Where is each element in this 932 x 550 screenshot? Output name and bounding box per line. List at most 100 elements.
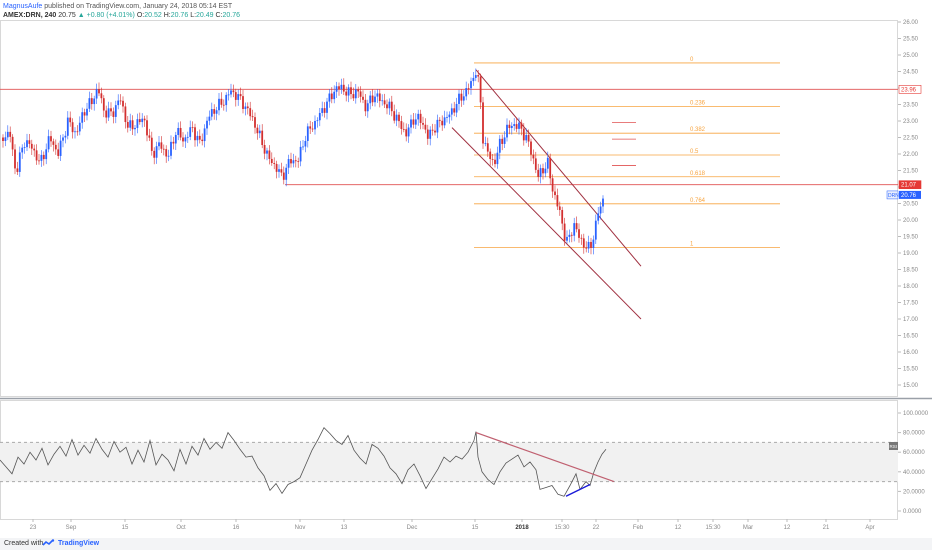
candle-body (518, 122, 520, 129)
x-tick-label: 12 (675, 525, 682, 531)
candle-body (4, 137, 7, 142)
candle-body (465, 88, 468, 97)
candle-body (227, 94, 230, 96)
candle-body (71, 122, 74, 133)
price-tick-label: 19.00 (903, 251, 919, 257)
candle-body (297, 161, 300, 163)
candle-body (597, 213, 600, 221)
candle-body (237, 94, 240, 100)
ohlc-close: 20.76 (222, 12, 241, 19)
candle-body (508, 124, 511, 129)
candle-body (431, 129, 434, 131)
candle-body (268, 150, 271, 159)
candle-body (527, 134, 530, 142)
candle-body (153, 150, 156, 158)
x-tick-label: 15:30 (554, 525, 570, 531)
x-tick-label: Dec (407, 525, 418, 531)
candle-body (160, 142, 163, 149)
candle-body (16, 168, 19, 172)
candle-body (496, 152, 499, 165)
candle-body (549, 157, 552, 179)
candle-body (474, 75, 477, 78)
rsi-tick-label: 0.0000 (903, 509, 922, 515)
candle-body (402, 128, 405, 130)
candle-body (179, 127, 182, 138)
candle-body (203, 128, 206, 142)
candle-body (448, 114, 451, 118)
candle-body (340, 84, 343, 90)
candle-body (225, 94, 228, 106)
candle-body (467, 88, 470, 89)
candle-body (54, 144, 57, 150)
candle-body (443, 117, 446, 126)
fib-level-label: 0.236 (690, 100, 706, 106)
candle-body (503, 137, 506, 144)
candle-body (513, 124, 516, 126)
candle-body (359, 91, 362, 97)
candle-body (566, 236, 568, 241)
rsi-band-fill (0, 442, 898, 482)
author-link[interactable]: MagnusAufe (3, 3, 43, 10)
candle-body (249, 108, 252, 117)
candle-body (172, 141, 175, 144)
candle-body (86, 108, 88, 116)
candle-body (309, 126, 312, 129)
candle-body (263, 145, 266, 154)
candle-body (563, 223, 566, 241)
candle-body (239, 94, 242, 97)
candle-body (422, 122, 424, 125)
candle-body (182, 137, 184, 142)
candle-body (83, 112, 86, 116)
candle-body (112, 111, 115, 117)
ohlc-open-label: O: (136, 12, 145, 19)
candle-body (167, 155, 170, 157)
candle-body (328, 93, 331, 102)
candle-body (9, 131, 12, 137)
price-tick-label: 18.50 (903, 268, 919, 274)
candle-body (251, 116, 254, 118)
candle-body (602, 198, 604, 207)
candle-body (129, 120, 132, 128)
candle-body (424, 124, 427, 130)
x-tick-label: Apr (865, 525, 874, 531)
candle-body (302, 146, 304, 148)
symbol-label: AMEX:DRN, 240 (3, 12, 57, 19)
candle-body (170, 141, 172, 156)
candle-body (472, 77, 475, 82)
fib-level-label: 0.5 (690, 149, 699, 155)
candle-body (222, 104, 225, 106)
candle-body (455, 103, 458, 113)
candle-body (218, 98, 220, 111)
last-price-badge (899, 190, 921, 199)
price-tick-label: 17.00 (903, 317, 919, 323)
candle-body (213, 109, 216, 114)
candle-body (374, 96, 376, 103)
tradingview-logo-icon (42, 539, 55, 546)
candle-body (323, 108, 326, 113)
candle-body (482, 102, 484, 144)
price-tick-label: 17.50 (903, 301, 919, 307)
candle-body (57, 149, 60, 156)
candle-body (189, 127, 192, 137)
candle-body (143, 118, 146, 121)
chart-canvas[interactable]: 26.0025.5025.0024.5024.0023.5023.0022.50… (0, 0, 932, 538)
last-price-badge-label: 20.76 (901, 193, 917, 199)
candle-body (119, 100, 122, 102)
candle-body (177, 127, 180, 135)
candle-body (21, 147, 24, 153)
candle-body (544, 168, 547, 174)
candle-body (114, 105, 117, 117)
candle-body (400, 121, 403, 129)
candle-body (285, 167, 288, 180)
rsi-tick-label: 40.0000 (903, 470, 925, 476)
candle-body (383, 100, 386, 105)
candle-body (220, 98, 223, 105)
candle-body (554, 191, 556, 196)
candle-body (18, 152, 21, 172)
ohlc-high-label: H: (163, 12, 171, 19)
brand-name[interactable]: TradingView (58, 540, 100, 547)
candle-body (532, 154, 535, 159)
candle-body (436, 119, 439, 133)
candle-body (210, 109, 213, 117)
fib-level-label: 0.382 (690, 127, 706, 133)
